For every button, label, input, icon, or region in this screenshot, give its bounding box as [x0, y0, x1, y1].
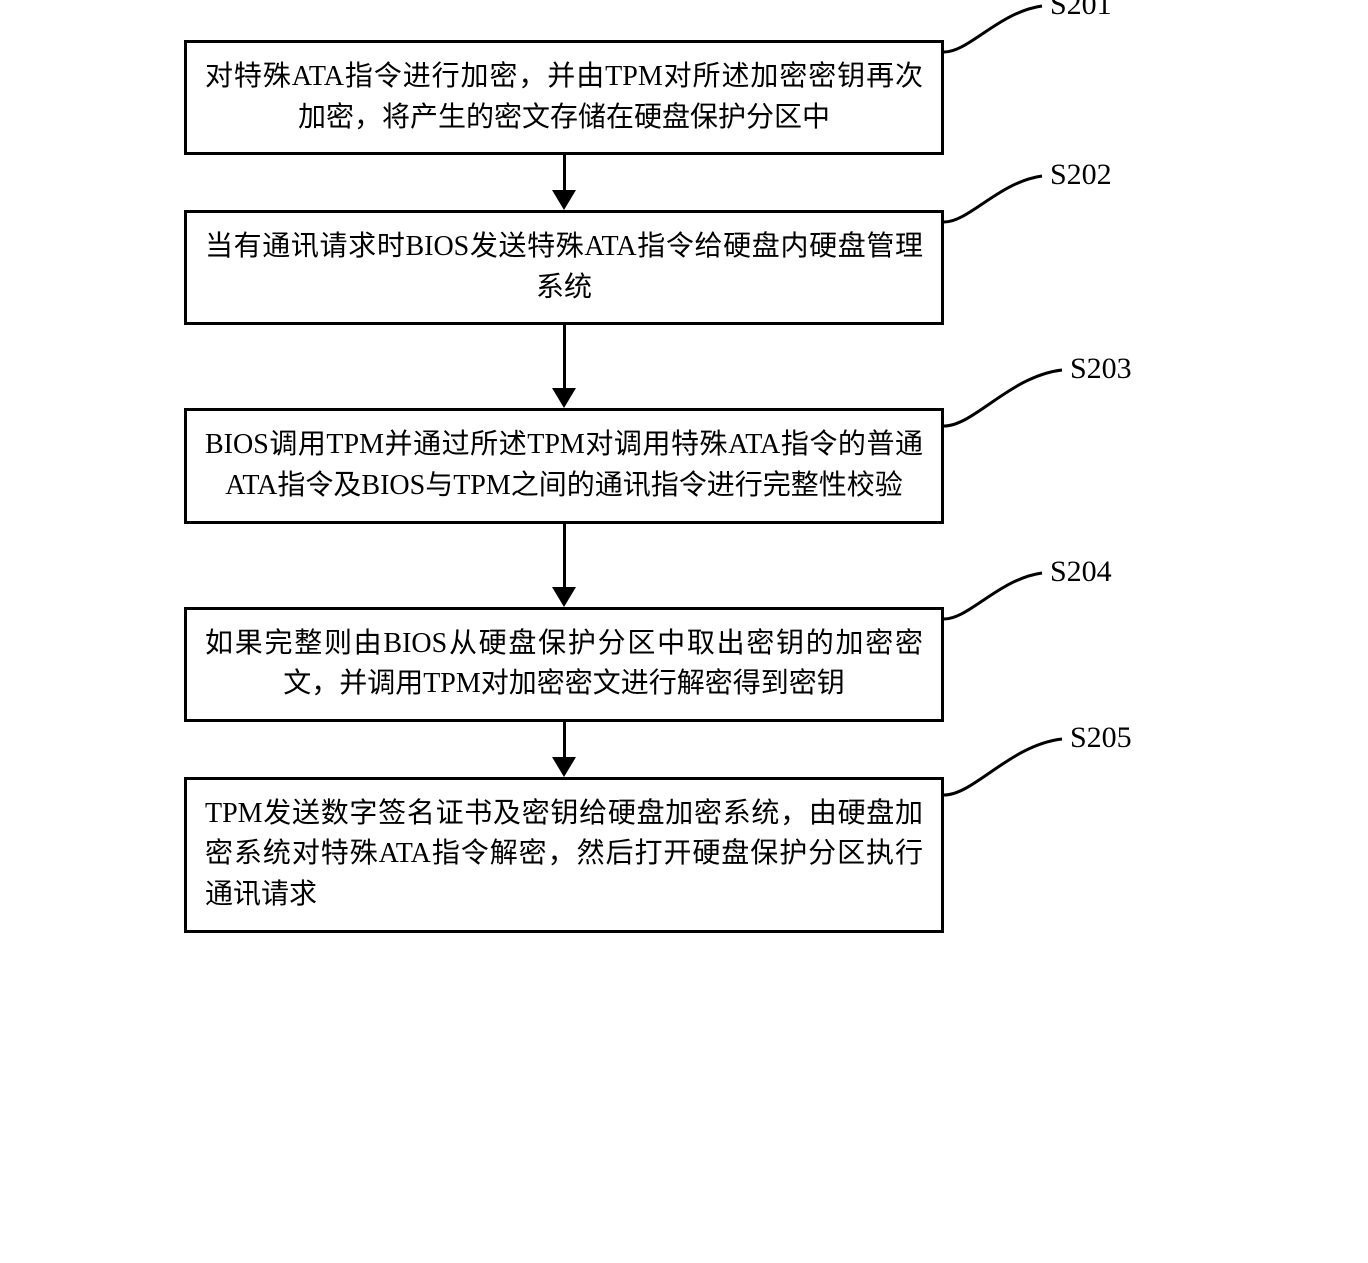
- step-box: 对特殊ATA指令进行加密，并由TPM对所述加密密钥再次加密，将产生的密文存储在硬…: [184, 40, 944, 155]
- leader-line: [942, 342, 1082, 436]
- step-box: 如果完整则由BIOS从硬盘保护分区中取出密钥的加密密文，并调用TPM对加密密文进…: [184, 607, 944, 722]
- arrow-connector: [184, 325, 944, 408]
- leader-line: [942, 711, 1082, 805]
- arrow-shaft: [563, 524, 566, 588]
- flowchart-container: 对特殊ATA指令进行加密，并由TPM对所述加密密钥再次加密，将产生的密文存储在硬…: [184, 40, 1184, 933]
- step-box: TPM发送数字签名证书及密钥给硬盘加密系统，由硬盘加密系统对特殊ATA指令解密，…: [184, 777, 944, 933]
- step-label: S201: [1050, 0, 1112, 22]
- arrow-head-icon: [552, 587, 576, 607]
- step-label: S202: [1050, 158, 1112, 192]
- step-S203: BIOS调用TPM并通过所述TPM对调用特殊ATA指令的普通ATA指令及BIOS…: [184, 408, 1184, 523]
- arrow-head-icon: [552, 757, 576, 777]
- arrow-connector: [184, 155, 944, 210]
- step-box: BIOS调用TPM并通过所述TPM对调用特殊ATA指令的普通ATA指令及BIOS…: [184, 408, 944, 523]
- step-label: S205: [1070, 721, 1132, 755]
- leader-line: [942, 0, 1062, 62]
- arrow-shaft: [563, 325, 566, 389]
- step-label: S203: [1070, 352, 1132, 386]
- step-box: 当有通讯请求时BIOS发送特殊ATA指令给硬盘内硬盘管理系统: [184, 210, 944, 325]
- step-S202: 当有通讯请求时BIOS发送特殊ATA指令给硬盘内硬盘管理系统S202: [184, 210, 1184, 325]
- arrow-head-icon: [552, 388, 576, 408]
- leader-line: [942, 154, 1062, 232]
- step-S201: 对特殊ATA指令进行加密，并由TPM对所述加密密钥再次加密，将产生的密文存储在硬…: [184, 40, 1184, 155]
- arrow-shaft: [563, 155, 566, 191]
- arrow-shaft: [563, 722, 566, 758]
- arrow-head-icon: [552, 190, 576, 210]
- step-S205: TPM发送数字签名证书及密钥给硬盘加密系统，由硬盘加密系统对特殊ATA指令解密，…: [184, 777, 1184, 933]
- step-S204: 如果完整则由BIOS从硬盘保护分区中取出密钥的加密密文，并调用TPM对加密密文进…: [184, 607, 1184, 722]
- step-label: S204: [1050, 555, 1112, 589]
- arrow-connector: [184, 524, 944, 607]
- arrow-connector: [184, 722, 944, 777]
- leader-line: [942, 551, 1062, 629]
